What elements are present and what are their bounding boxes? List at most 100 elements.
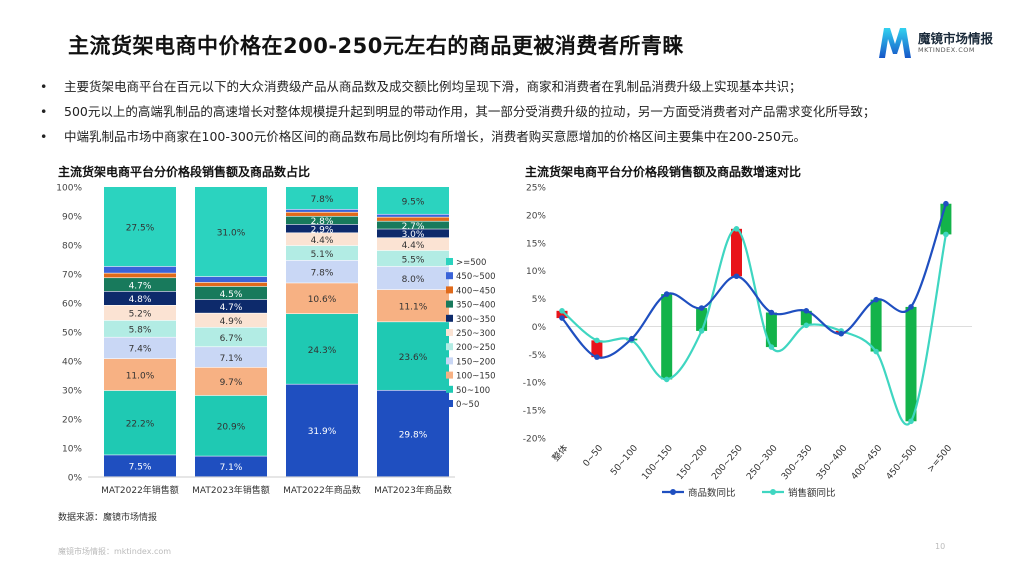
legend-swatch	[446, 286, 453, 294]
bar-segment	[195, 276, 267, 283]
data-label: 31.0%	[217, 228, 246, 238]
legend-swatch	[446, 400, 453, 407]
legend-swatch	[446, 329, 453, 336]
difference-bar	[905, 306, 917, 422]
difference-bar	[940, 203, 952, 235]
bar-segment	[377, 221, 449, 229]
series-point	[594, 354, 600, 360]
bar-segment	[195, 282, 267, 287]
legend-label: 50~100	[456, 386, 490, 396]
stacked-bar-chart: 0% 10% 20% 30% 40% 50% 60% 70% 80% 90% 100% 7.5% 22.…	[56, 184, 496, 497]
x-tick-label: 150~200	[675, 443, 710, 482]
summary-bullets: 主要货架电商平台在百元以下的大众消费级产品从商品数及成交额比例均呈现下滑，商家和…	[40, 74, 1010, 149]
y-tick-label: -5%	[528, 351, 546, 361]
y-tick-label: 10%	[526, 267, 546, 277]
series-point	[698, 305, 705, 311]
data-label: 10.6%	[308, 295, 337, 305]
data-label: 29.8%	[399, 430, 428, 440]
data-label: 24.3%	[308, 346, 337, 356]
data-label: 7.5%	[129, 463, 152, 473]
data-label: 4.4%	[402, 241, 425, 251]
legend-swatch	[446, 300, 453, 308]
bar-segment	[286, 233, 358, 246]
x-tick-label: MAT2022年商品数	[283, 484, 361, 496]
bar-segment	[377, 266, 449, 290]
data-label: 11.1%	[399, 303, 428, 313]
legend-marker	[670, 489, 676, 495]
bar-segment	[377, 229, 449, 238]
bar-segment	[286, 245, 358, 261]
bullet-item: 主要货架电商平台在百元以下的大众消费级产品从商品数及成交额比例均呈现下滑，商家和…	[40, 74, 1010, 99]
difference-bar	[765, 312, 777, 348]
y-tick-label: -15%	[523, 407, 547, 417]
data-label: 7.1%	[220, 354, 243, 364]
difference-bar	[731, 228, 742, 277]
series-point	[803, 308, 810, 314]
data-label: 6.7%	[220, 334, 243, 344]
data-label: 22.2%	[126, 420, 155, 430]
bar-segment	[377, 250, 449, 267]
data-label: 2.7%	[402, 222, 425, 232]
series-point	[663, 291, 670, 297]
legend-marker	[770, 489, 776, 495]
data-label: 9.7%	[220, 378, 243, 388]
difference-bar	[661, 294, 673, 380]
y-tick-label: 70%	[62, 271, 82, 281]
bar-segment	[377, 187, 449, 214]
bar-segment	[195, 347, 267, 368]
bar-segment	[104, 358, 176, 391]
legend-label: 350~400	[456, 301, 496, 311]
growth-line-chart: -20% -15% -10% -5% 0% 5% 10% 15% 20% 25% 整体 0~50 50~…	[523, 184, 972, 499]
y-tick-label: 50%	[62, 329, 82, 339]
x-tick-label: 0~50	[582, 443, 606, 469]
brand-logo: 魔镜市场情报 MKTINDEX.COM	[876, 22, 1006, 64]
y-tick-label: 15%	[526, 239, 546, 249]
y-tick-label: -20%	[523, 435, 547, 445]
y-tick-label: 25%	[526, 184, 546, 194]
bar-segment	[195, 299, 267, 313]
data-label: 5.1%	[311, 250, 334, 260]
data-label: 5.2%	[129, 310, 152, 320]
difference-bar	[870, 299, 882, 352]
bar-segment	[286, 187, 358, 210]
series-point	[838, 330, 844, 337]
series-point	[629, 335, 635, 342]
difference-bar	[591, 340, 603, 358]
bar-segment	[195, 187, 267, 277]
bar-segment	[195, 456, 267, 477]
data-label: 20.9%	[217, 423, 246, 433]
bullet-item: 500元以上的高端乳制品的高速增长对整体规模提升起到明显的带动作用，其一部分受消…	[40, 99, 1010, 124]
bar-segment	[286, 224, 358, 233]
page-number: 10	[935, 542, 946, 551]
bar-segment	[104, 187, 176, 267]
legend-label: 400~450	[456, 286, 496, 296]
bullet-item: 中端乳制品市场中商家在100-300元价格区间的商品数布局比例均有所增长，消费者…	[40, 124, 1010, 149]
data-source: 数据来源：魔镜市场情报	[58, 513, 158, 523]
left-chart-title: 主流货架电商平台分价格段销售额及商品数占比	[58, 165, 311, 179]
bar-segment	[377, 322, 449, 390]
y-tick-label: 60%	[62, 300, 82, 310]
page-title: 主流货架电商中价格在200-250元左右的商品更被消费者所青睐	[68, 34, 684, 58]
y-tick-label: 100%	[56, 184, 82, 194]
data-label: 27.5%	[126, 223, 155, 233]
bar-segment	[195, 367, 267, 396]
data-label: 7.8%	[311, 195, 334, 205]
bar-segment	[104, 320, 176, 337]
legend-label: 200~250	[456, 343, 496, 353]
series-point	[733, 226, 740, 232]
legend-label: 250~300	[456, 329, 496, 339]
bar-segment	[104, 305, 176, 321]
data-label: 4.7%	[220, 303, 243, 313]
bar-segment	[104, 291, 176, 306]
x-tick-label: MAT2023年商品数	[374, 484, 452, 496]
x-tick-label: 100~150	[640, 443, 675, 482]
x-tick-label: 250~300	[745, 443, 780, 482]
bar-segment	[195, 313, 267, 328]
data-label: 8.0%	[402, 275, 425, 285]
right-chart-title: 主流货架电商平台分价格段销售额及商品数增速对比	[525, 165, 802, 179]
y-tick-label: 40%	[62, 358, 82, 368]
bar-segment	[286, 314, 358, 384]
y-tick-label: 90%	[62, 213, 82, 223]
legend-label: 450~500	[456, 272, 496, 282]
bar-segment	[286, 384, 358, 477]
